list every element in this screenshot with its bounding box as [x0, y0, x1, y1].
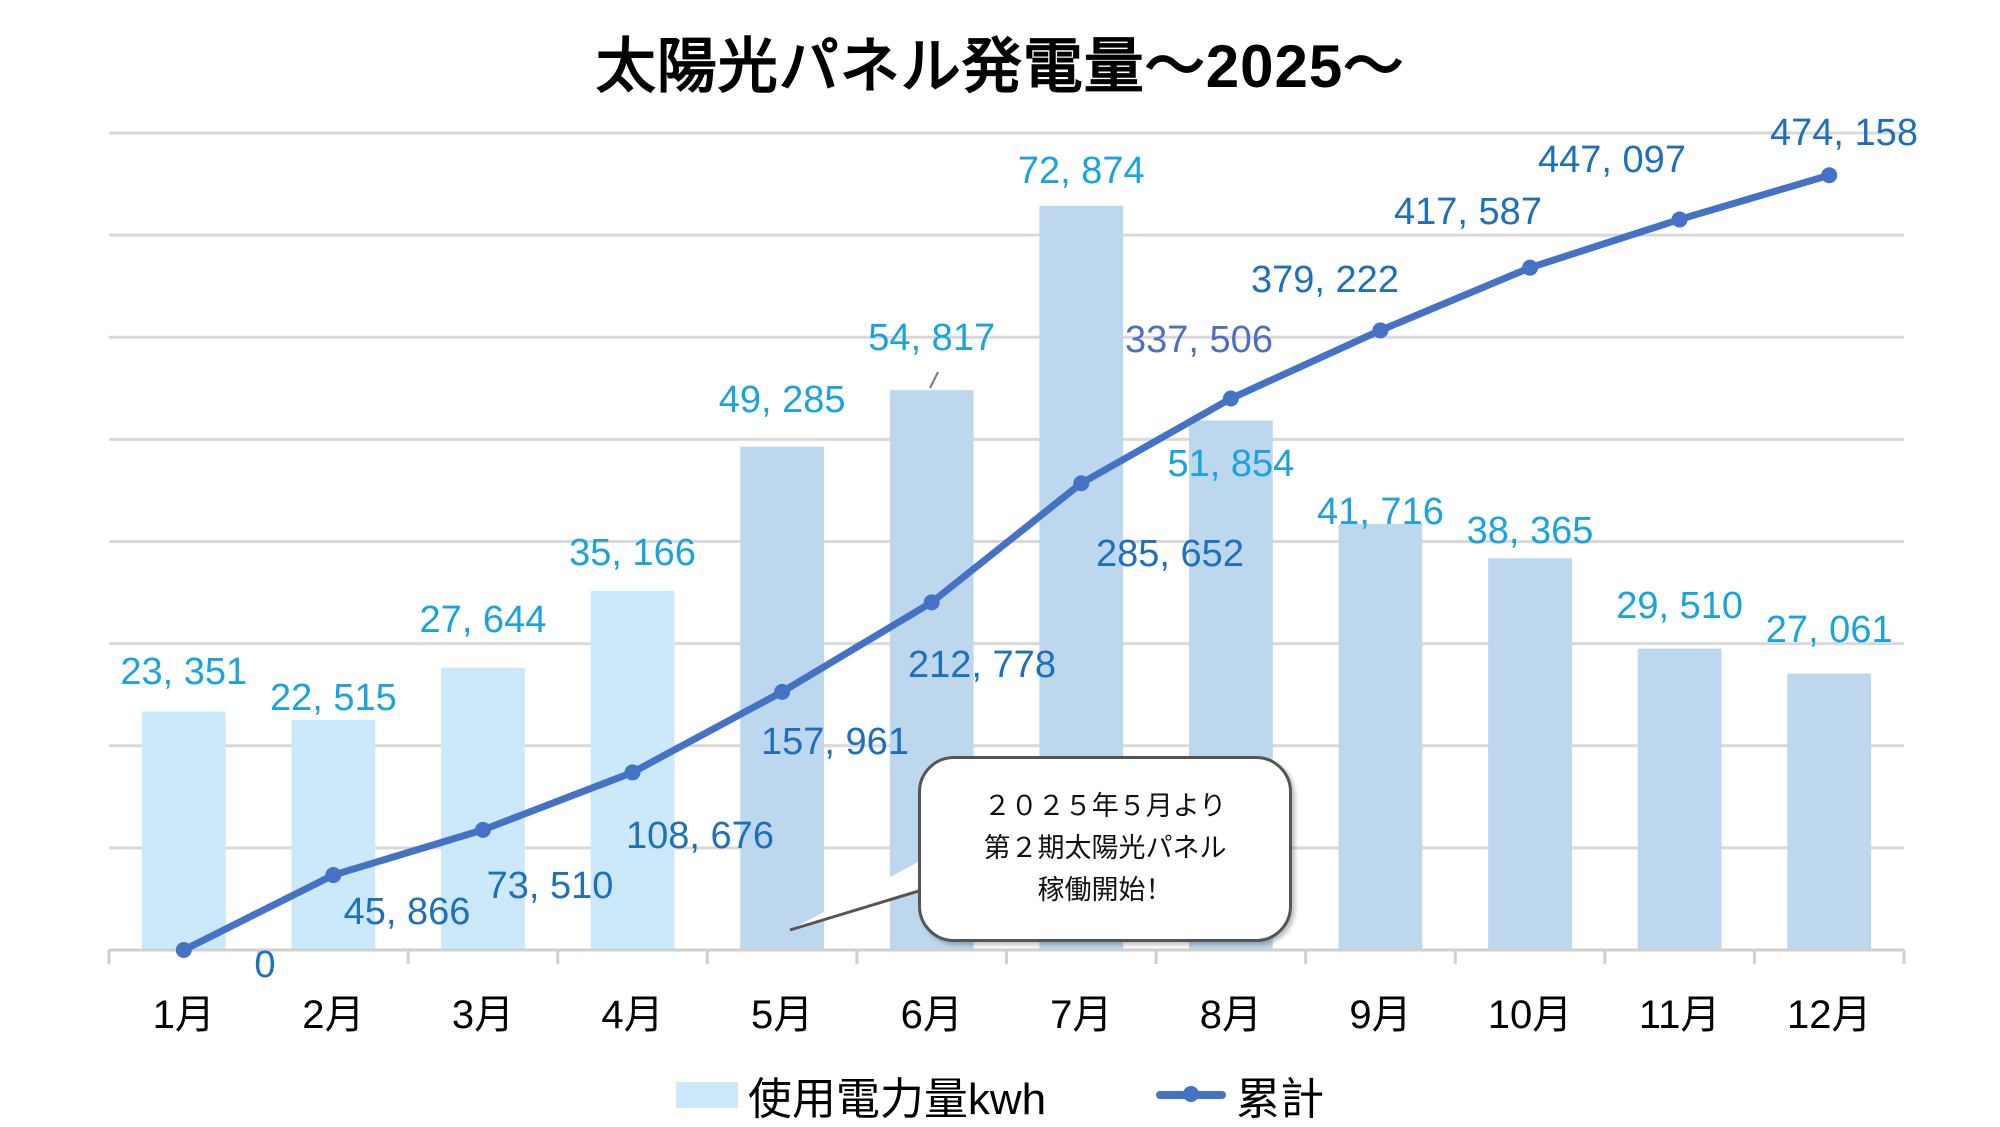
line-point — [1073, 475, 1090, 492]
bar — [1787, 673, 1872, 950]
line-point — [325, 867, 342, 884]
x-tick-label: 4月 — [601, 993, 663, 1037]
line-point — [1821, 167, 1838, 184]
line-data-label: 337, 506 — [1125, 319, 1273, 361]
x-tick-label: 12月 — [1787, 993, 1872, 1037]
line-data-label: 108, 676 — [626, 815, 774, 857]
legend-line-marker-icon — [1156, 1086, 1227, 1102]
legend-bar-swatch-icon — [675, 1082, 738, 1108]
line-point — [1222, 390, 1239, 407]
legend-label-cumulative: 累計 — [1236, 1075, 1325, 1124]
bar-data-label: 35, 166 — [569, 532, 696, 574]
line-point — [1671, 211, 1688, 228]
bar-data-label: 38, 365 — [1467, 510, 1594, 552]
line-series — [175, 167, 1838, 958]
line-point — [923, 594, 940, 611]
x-tick-label: 8月 — [1200, 993, 1262, 1037]
bar-data-label: 72, 874 — [1018, 150, 1145, 192]
gridlines — [109, 131, 1904, 850]
bar-data-label: 27, 061 — [1766, 609, 1893, 651]
callout-line-3: 稼働開始！ — [1037, 875, 1173, 906]
line-point — [774, 683, 791, 700]
line-point — [175, 942, 192, 958]
bar-data-label: 27, 644 — [420, 599, 547, 641]
line-data-label: 212, 778 — [908, 644, 1056, 686]
line-point — [1372, 322, 1389, 339]
callout-line-1: ２０２５年５月より — [983, 791, 1227, 822]
x-tick-label: 3月 — [452, 993, 514, 1037]
cumulative-line — [182, 171, 1831, 954]
bar-data-labels: 23, 351 22, 515 27, 644 35, 166 49, 285 54, 8… — [120, 150, 1892, 719]
callout-line-2: 第２期太陽光パネル — [983, 833, 1227, 864]
bar — [1338, 523, 1423, 950]
legend-label-usage: 使用電力量kwh — [747, 1075, 1047, 1124]
line-point — [624, 764, 641, 781]
bar-data-label: 22, 515 — [270, 677, 397, 719]
line-data-labels: 0 45, 866 73, 510 108, 676 157, 961 212, 778 2… — [254, 112, 1918, 986]
bar-data-label: 51, 854 — [1167, 443, 1294, 485]
bar-data-label: 29, 510 — [1616, 585, 1743, 627]
bar — [441, 667, 525, 950]
line-point — [474, 821, 491, 838]
bar — [1488, 558, 1572, 950]
bar-data-label: 41, 716 — [1317, 491, 1444, 533]
line-data-label: 285, 652 — [1096, 533, 1244, 575]
line-data-label: 45, 866 — [344, 891, 471, 933]
line-data-label: 447, 097 — [1538, 139, 1686, 181]
bar-data-label: 49, 285 — [719, 379, 846, 421]
x-axis — [107, 948, 1906, 964]
x-tick-labels: 1月 2月 3月 4月 5月 6月 7月 8月 9月 10月 11月 12月 — [153, 993, 1872, 1037]
line-data-label: 379, 222 — [1251, 259, 1399, 301]
bar-data-label: 23, 351 — [120, 651, 247, 693]
bar — [1637, 648, 1722, 950]
label-leader-line — [929, 371, 939, 389]
legend-item-cumulative: 累計 — [1156, 1063, 1324, 1127]
line-data-label: 0 — [254, 944, 275, 986]
x-tick-label: 10月 — [1488, 993, 1573, 1037]
x-tick-label: 5月 — [751, 993, 813, 1037]
bar-data-label: 54, 817 — [868, 317, 995, 359]
line-data-label: 157, 961 — [761, 721, 909, 763]
x-tick-label: 6月 — [901, 993, 963, 1037]
x-tick-label: 11月 — [1639, 993, 1721, 1037]
x-tick-label: 9月 — [1349, 993, 1411, 1037]
legend-item-usage: 使用電力量kwh — [675, 1063, 1047, 1127]
legend: 使用電力量kwh 累計 — [0, 1065, 2000, 1125]
line-data-label: 474, 158 — [1770, 112, 1918, 154]
x-tick-label: 2月 — [302, 993, 364, 1037]
line-data-label: 73, 510 — [487, 865, 614, 907]
x-tick-label: 7月 — [1050, 993, 1112, 1037]
annotation-callout: ２０２５年５月より 第２期太陽光パネル 稼働開始！ — [918, 756, 1292, 942]
bar — [291, 720, 376, 950]
line-data-label: 417, 587 — [1394, 191, 1542, 233]
chart-title: 太陽光パネル発電量～2025～ — [595, 33, 1405, 100]
bar — [141, 711, 226, 950]
x-tick-label: 1月 — [153, 993, 215, 1037]
line-point — [1522, 259, 1539, 276]
